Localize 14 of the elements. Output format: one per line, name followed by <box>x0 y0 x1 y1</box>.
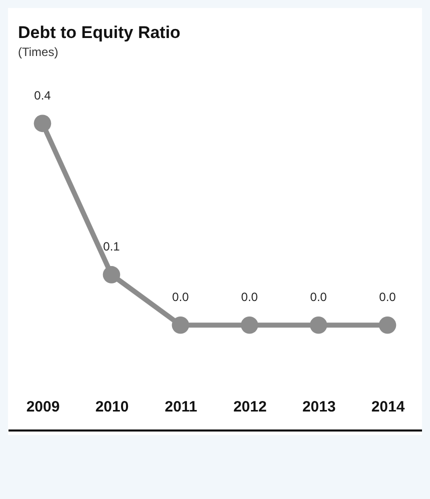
x-tick-label: 2010 <box>95 398 129 416</box>
data-label: 0.0 <box>310 290 328 304</box>
chart-title: Debt to Equity Ratio <box>18 23 180 42</box>
x-tick-label: 2009 <box>26 398 60 416</box>
x-tick-label: 2012 <box>233 398 267 416</box>
data-label: 0.1 <box>103 240 120 254</box>
x-tick-label: 2014 <box>371 398 406 416</box>
chart-subtitle: (Times) <box>18 45 58 59</box>
data-label: 0.4 <box>34 88 52 102</box>
x-tick-label: 2013 <box>302 398 336 416</box>
data-label: 0.0 <box>172 290 190 304</box>
x-tick-label: 2011 <box>164 398 198 416</box>
data-label: 0.0 <box>241 290 258 304</box>
data-label: 0.0 <box>379 290 396 304</box>
